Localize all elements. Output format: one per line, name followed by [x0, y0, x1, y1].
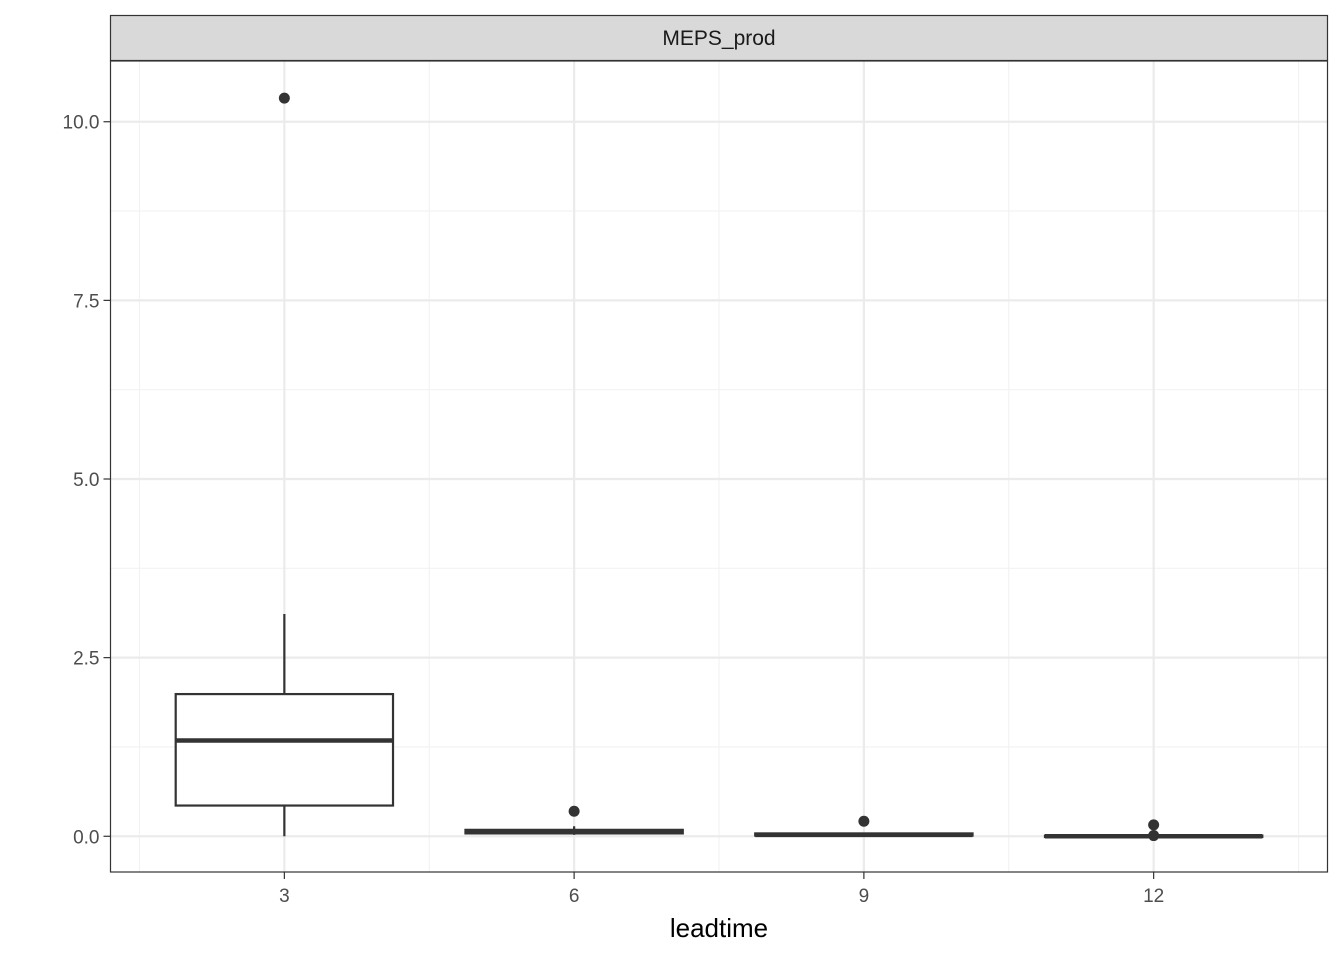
- y-tick-label: 10.0: [63, 113, 100, 134]
- x-tick-label: 3: [279, 886, 290, 907]
- y-tick-label: 5.0: [73, 470, 99, 491]
- box-group: [1043, 819, 1264, 842]
- y-tick-label: 2.5: [73, 649, 99, 670]
- y-axis: 0.0 2.5 5.0 7.5 10.0: [63, 113, 111, 848]
- grid-minor: [110, 61, 1328, 872]
- x-tick-label: 12: [1143, 886, 1164, 907]
- box-group: [174, 92, 395, 837]
- facet-strip: MEPS_prod: [109, 14, 1329, 62]
- x-tick-label: 6: [569, 886, 580, 907]
- box-body: [174, 692, 395, 807]
- x-axis-title: leadtime: [670, 913, 768, 943]
- x-tick-label: 9: [859, 886, 870, 907]
- y-tick-label: 7.5: [73, 291, 99, 312]
- facet-strip-label: MEPS_prod: [662, 27, 775, 50]
- box-outlier-point: [278, 92, 290, 104]
- box-outlier-point: [568, 805, 580, 817]
- y-tick-label: 0.0: [73, 827, 99, 848]
- boxplot-series: [174, 92, 1264, 842]
- box-group: [464, 805, 684, 835]
- box-outlier-point: [1148, 830, 1160, 842]
- box-outlier-point: [858, 815, 870, 827]
- facet-strip-background: [109, 14, 1329, 62]
- plot-panel: [109, 60, 1329, 873]
- panel-border: [109, 60, 1329, 873]
- box-outlier-point: [1148, 819, 1160, 831]
- box-group: [754, 815, 974, 838]
- x-axis: 3 6 9 12: [279, 872, 1164, 907]
- grid-major: [110, 61, 1328, 872]
